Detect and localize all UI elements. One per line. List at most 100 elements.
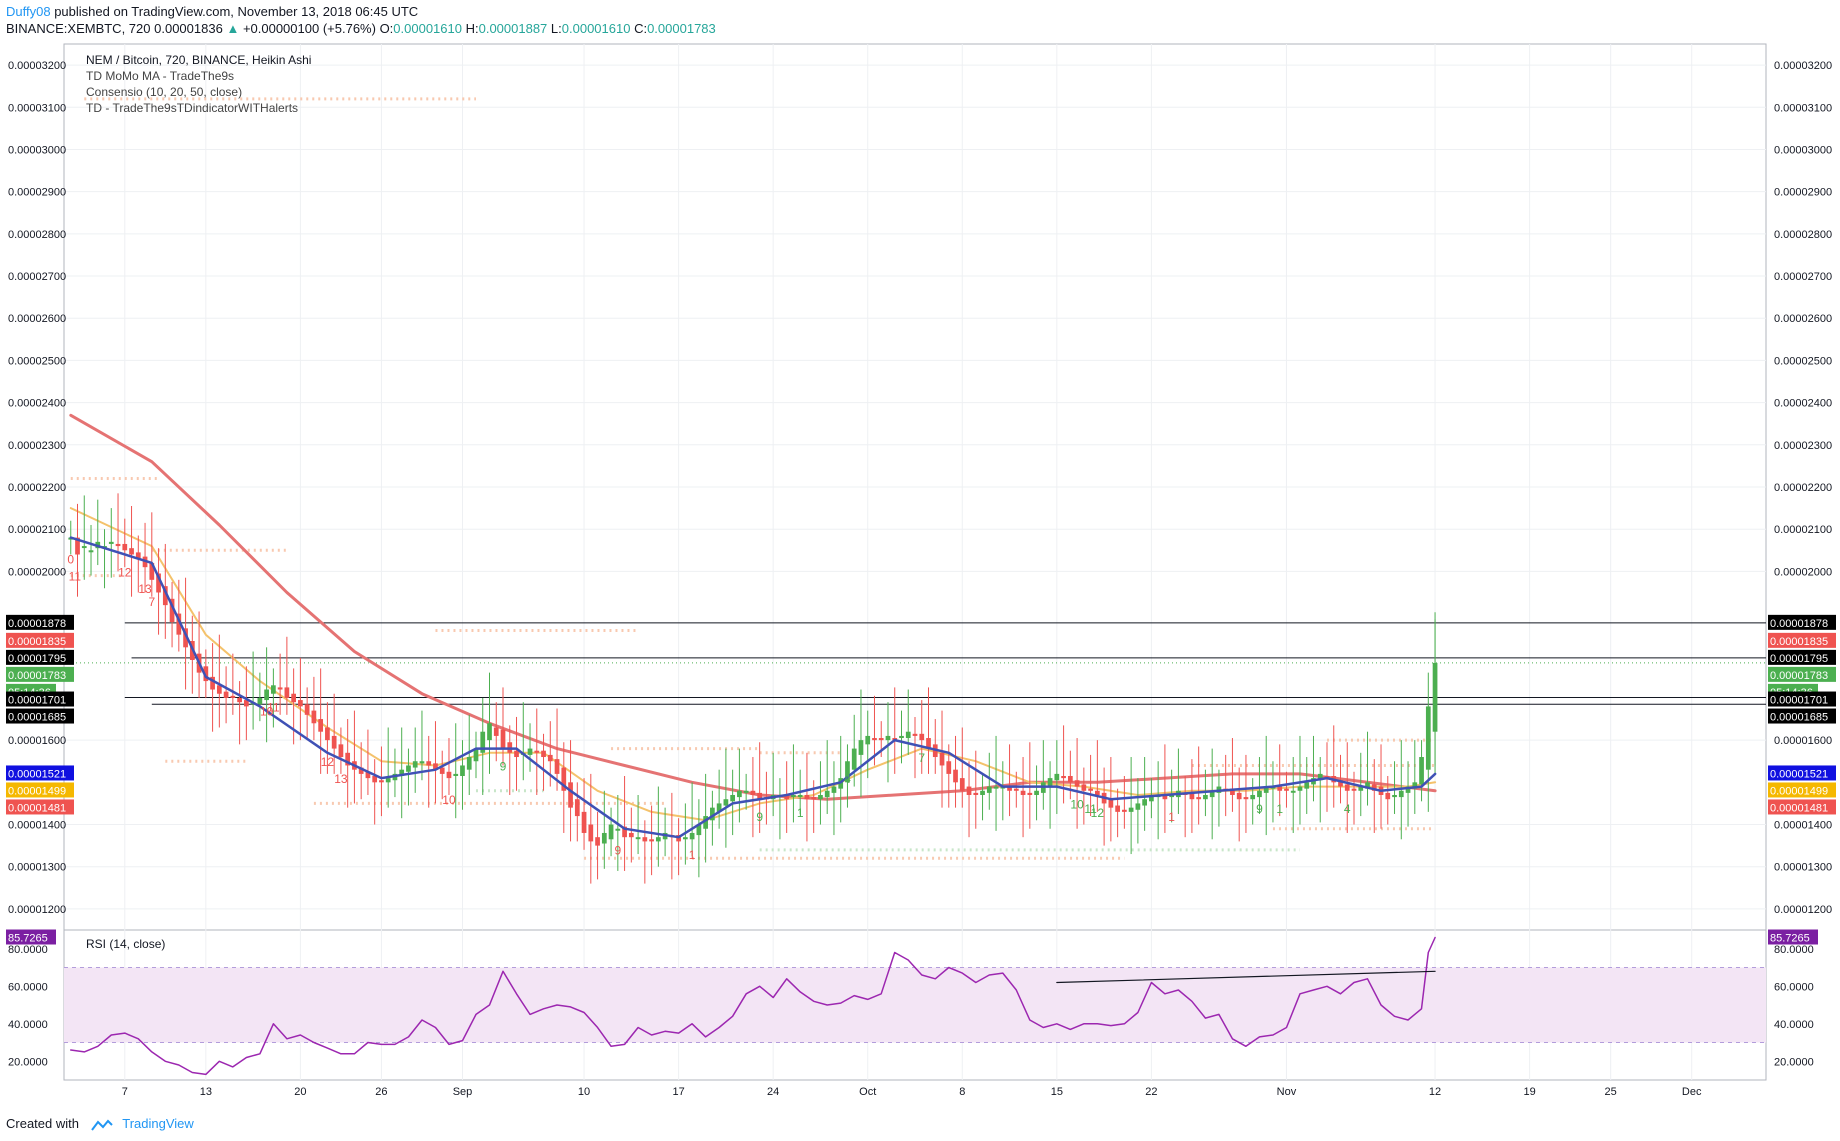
candle-body[interactable] — [642, 837, 648, 842]
candle-body[interactable] — [588, 824, 594, 842]
candle-body[interactable] — [203, 666, 209, 682]
candle-body[interactable] — [750, 790, 756, 795]
candle-body[interactable] — [568, 782, 573, 808]
candle-body[interactable] — [757, 792, 763, 800]
candle-body[interactable] — [1257, 790, 1262, 798]
candle-body[interactable] — [284, 687, 290, 698]
candle-body[interactable] — [1169, 794, 1175, 798]
candle-body[interactable] — [872, 738, 877, 741]
candle-body[interactable] — [1338, 780, 1343, 787]
candle-body[interactable] — [493, 727, 499, 736]
candle-body[interactable] — [973, 792, 979, 795]
candle-body[interactable] — [358, 767, 364, 774]
candle-body[interactable] — [905, 731, 911, 739]
candle-body[interactable] — [1419, 757, 1424, 785]
candle-body[interactable] — [385, 778, 391, 783]
candle-body[interactable] — [426, 761, 432, 766]
candle-body[interactable] — [183, 628, 188, 648]
candle-body[interactable] — [683, 837, 688, 840]
candle-body[interactable] — [1020, 790, 1026, 795]
candle-body[interactable] — [1398, 790, 1404, 798]
candle-body[interactable] — [1081, 784, 1087, 791]
candle-body[interactable] — [169, 598, 175, 623]
candle-body[interactable] — [318, 719, 324, 732]
candle-body[interactable] — [703, 816, 708, 829]
symbol-name[interactable]: BINANCE:XEMBTC, 720 — [6, 21, 151, 36]
candle-body[interactable] — [554, 759, 560, 774]
candle-body[interactable] — [1277, 786, 1283, 791]
candle-body[interactable] — [959, 778, 965, 791]
candle-body[interactable] — [1284, 788, 1289, 791]
candle-body[interactable] — [534, 750, 540, 753]
candle-body[interactable] — [1317, 773, 1323, 781]
candle-body[interactable] — [1243, 797, 1249, 800]
candle-body[interactable] — [1034, 790, 1039, 795]
candle-body[interactable] — [1061, 776, 1066, 779]
candle-body[interactable] — [1067, 776, 1073, 783]
candle-body[interactable] — [1149, 794, 1154, 802]
candle-body[interactable] — [878, 738, 884, 741]
candle-body[interactable] — [1108, 799, 1114, 808]
candle-body[interactable] — [1344, 784, 1350, 791]
candle-body[interactable] — [1054, 773, 1060, 781]
candle-body[interactable] — [1209, 790, 1215, 798]
candle-body[interactable] — [460, 765, 465, 777]
candle-body[interactable] — [298, 700, 303, 707]
candle-body[interactable] — [1189, 792, 1195, 800]
candle-body[interactable] — [1088, 788, 1093, 791]
candle-body[interactable] — [149, 562, 155, 580]
candle-body[interactable] — [162, 586, 168, 606]
candle-body[interactable] — [1304, 782, 1310, 789]
candle-body[interactable] — [710, 807, 715, 821]
candle-body[interactable] — [797, 794, 803, 798]
candle-body[interactable] — [81, 546, 87, 549]
candle-body[interactable] — [135, 552, 141, 559]
candle-body[interactable] — [473, 748, 479, 762]
candle-body[interactable] — [1425, 706, 1431, 770]
candle-body[interactable] — [210, 676, 215, 690]
candle-body[interactable] — [277, 687, 283, 690]
candle-body[interactable] — [453, 773, 459, 777]
candle-body[interactable] — [243, 700, 249, 707]
candle-body[interactable] — [1142, 799, 1147, 806]
candle-body[interactable] — [912, 733, 918, 736]
candle-body[interactable] — [88, 550, 94, 553]
candle-body[interactable] — [480, 731, 486, 753]
candle-body[interactable] — [851, 748, 857, 770]
candle-body[interactable] — [1358, 786, 1364, 791]
candle-body[interactable] — [487, 723, 492, 741]
candle-body[interactable] — [615, 828, 621, 831]
candle-body[interactable] — [1074, 780, 1080, 787]
candle-body[interactable] — [601, 832, 607, 844]
candle-body[interactable] — [372, 776, 378, 783]
candle-body[interactable] — [122, 543, 128, 551]
candle-body[interactable] — [108, 541, 114, 544]
candle-body[interactable] — [993, 786, 999, 789]
candle-body[interactable] — [946, 761, 952, 774]
candle-body[interactable] — [115, 543, 121, 547]
candle-body[interactable] — [311, 710, 317, 724]
candle-body[interactable] — [804, 794, 810, 800]
candle-body[interactable] — [1094, 790, 1100, 795]
candle-body[interactable] — [966, 786, 972, 795]
candle-body[interactable] — [399, 769, 405, 777]
candle-body[interactable] — [338, 744, 344, 758]
candle-body[interactable] — [1196, 797, 1202, 800]
candle-body[interactable] — [561, 767, 567, 791]
candle-body[interactable] — [223, 691, 229, 698]
candle-body[interactable] — [1290, 790, 1296, 793]
candle-body[interactable] — [1230, 788, 1235, 795]
candle-body[interactable] — [622, 826, 627, 838]
candle-body[interactable] — [514, 750, 519, 758]
candle-body[interactable] — [365, 771, 371, 779]
candle-body[interactable] — [1013, 788, 1019, 791]
candle-body[interactable] — [845, 761, 850, 783]
candle-body[interactable] — [412, 761, 418, 768]
candle-body[interactable] — [919, 733, 925, 741]
candle-body[interactable] — [791, 794, 796, 798]
candle-body[interactable] — [1351, 788, 1357, 791]
candle-body[interactable] — [1412, 782, 1418, 789]
candle-body[interactable] — [1027, 792, 1033, 795]
author-link[interactable]: Duffy08 — [6, 4, 51, 19]
candle-body[interactable] — [716, 803, 722, 812]
